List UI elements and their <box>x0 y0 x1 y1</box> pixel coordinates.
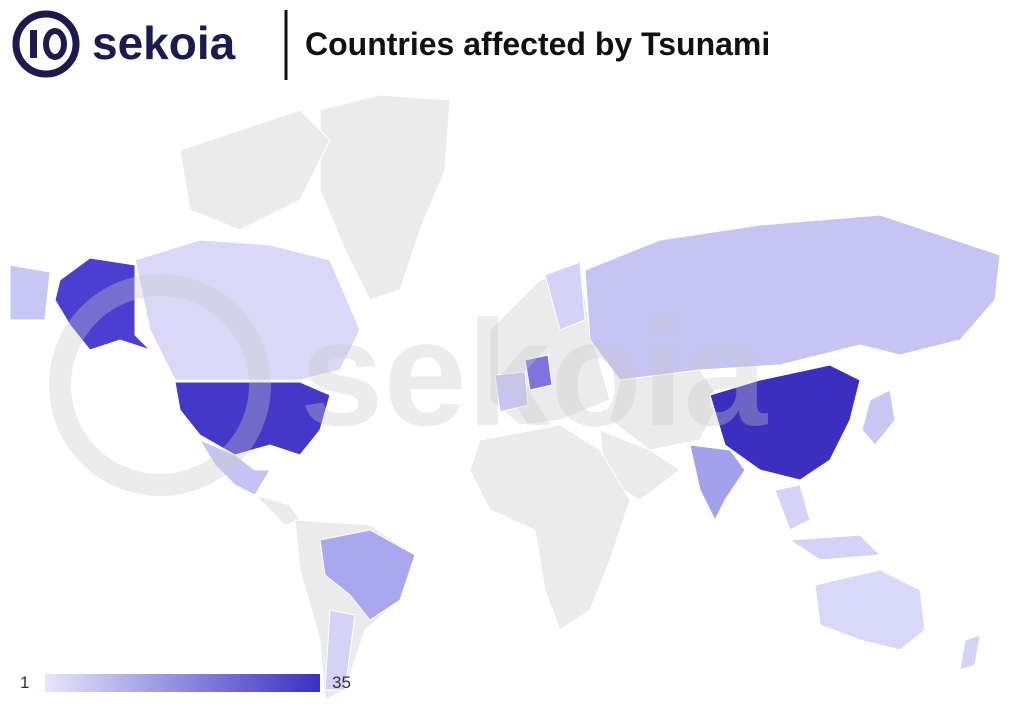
india <box>689 444 746 522</box>
africa <box>469 424 631 631</box>
japan <box>861 389 896 446</box>
china <box>709 364 861 481</box>
greenland <box>319 94 451 301</box>
canada <box>134 239 361 381</box>
map <box>9 94 1001 701</box>
chile-argentina <box>324 609 356 691</box>
watermark: sekoia <box>49 274 769 496</box>
legend-min: 1 <box>20 673 29 692</box>
southeast-asia <box>774 484 811 531</box>
arctic-islands <box>179 109 331 231</box>
far-east <box>9 264 51 321</box>
alaska <box>54 257 151 351</box>
logo-text: sekoia <box>92 17 236 69</box>
watermark-icon <box>49 274 271 496</box>
header: sekoia Countries affected by Tsunami <box>12 10 770 80</box>
mexico <box>198 438 271 496</box>
central-asia <box>609 369 721 451</box>
brazil <box>319 529 416 621</box>
logo-icon-bar <box>30 30 37 58</box>
legend-gradient <box>45 674 320 692</box>
title: Countries affected by Tsunami <box>305 26 770 62</box>
indonesia <box>788 534 882 561</box>
new-zealand <box>959 634 981 671</box>
usa <box>174 381 331 456</box>
watermark-text: sekoia <box>300 289 769 457</box>
legend-max: 35 <box>332 673 351 692</box>
logo-icon-o <box>43 28 67 60</box>
germany <box>524 354 553 391</box>
australia <box>814 569 926 651</box>
scandinavia <box>544 261 586 331</box>
west-europe <box>494 371 529 413</box>
legend: 1 35 <box>20 673 351 692</box>
logo-icon <box>12 10 80 78</box>
